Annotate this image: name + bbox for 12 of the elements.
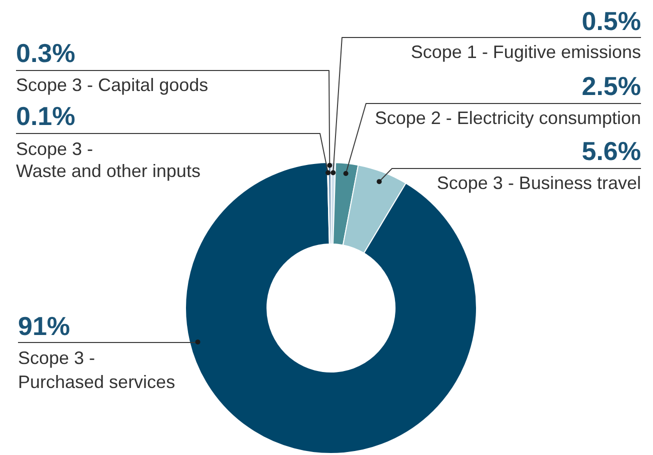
slice-label: Scope 3 - Business travel <box>436 173 641 193</box>
slice-label: Scope 3 - Waste and other inputs <box>16 139 200 181</box>
data-label: 0.1% <box>16 101 76 131</box>
slice-label: Scope 3 - Purchased services <box>18 348 176 392</box>
data-label: 0.3% <box>16 38 76 68</box>
data-label: 2.5% <box>582 71 641 101</box>
slice-label: Scope 3 - Capital goods <box>16 75 208 95</box>
slice-label: Scope 1 - Fugitive emissions <box>410 42 641 62</box>
data-label: 91% <box>18 311 70 341</box>
data-label: 0.5% <box>582 6 641 36</box>
slice-label: Scope 2 - Electricity consumption <box>374 108 641 128</box>
data-label: 5.6% <box>582 136 641 166</box>
